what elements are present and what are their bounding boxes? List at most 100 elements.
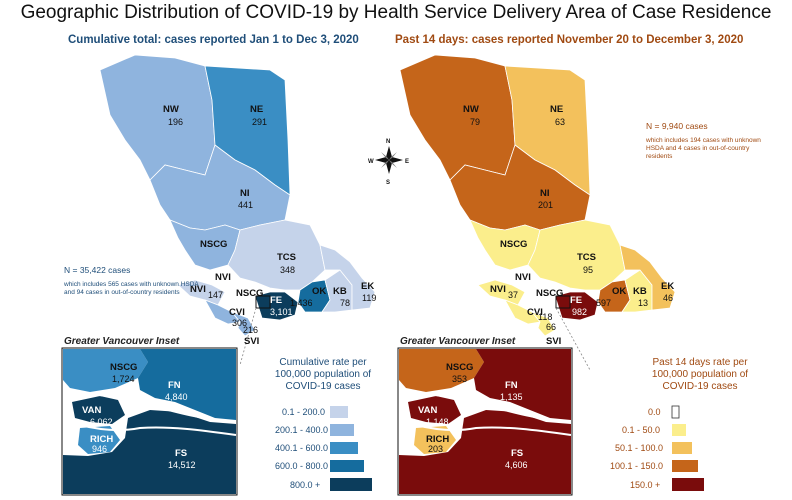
- left-legend-swatch-2: [330, 424, 354, 436]
- left-inset-nscg[interactable]: [63, 349, 148, 392]
- compass-rose: [375, 146, 403, 174]
- page-title: Geographic Distribution of COVID-19 by H…: [20, 2, 772, 23]
- left-value-nvi: 147: [208, 290, 223, 300]
- right-label-svi: SVI: [546, 336, 561, 347]
- right-inset-label-fn: FN: [505, 380, 518, 391]
- right-inset-van[interactable]: [408, 396, 461, 424]
- right-inset-river: [415, 424, 572, 436]
- right-inset-rich[interactable]: [414, 426, 456, 454]
- right-label-ek: EK: [661, 281, 674, 292]
- left-label-ok: OK: [312, 286, 326, 297]
- right-inset-value-fs: 4,606: [505, 460, 528, 470]
- right-label-nvi-top: NVI: [515, 272, 531, 283]
- left-value-cvi: 306: [232, 318, 247, 328]
- left-inset-locator: [255, 295, 271, 309]
- left-inset-fs[interactable]: [63, 410, 236, 494]
- left-region-nw[interactable]: [99, 54, 216, 181]
- right-region-svi[interactable]: [530, 311, 556, 337]
- right-legend-title: Past 14 days rate per 100,000 population…: [651, 357, 749, 392]
- right-label-tcs: TCS: [577, 252, 596, 263]
- left-inset-value-nscg: 1,724: [112, 374, 135, 384]
- left-inset-value-rich: 946: [92, 444, 107, 454]
- right-inset-value-fn: 1,135: [500, 392, 523, 402]
- left-region-ek[interactable]: [319, 244, 376, 311]
- right-value-fe: 982: [572, 307, 587, 317]
- right-legend: [671, 405, 704, 491]
- right-legend-label-3: 50.1 - 100.0: [615, 443, 663, 453]
- left-legend-swatch-4: [330, 460, 364, 472]
- right-region-ek[interactable]: [619, 244, 676, 311]
- right-inset-value-van: 1,148: [426, 417, 449, 427]
- left-inset-van[interactable]: [72, 396, 125, 424]
- left-province-map: [99, 54, 376, 366]
- left-total: N = 35,422 cases: [64, 265, 131, 275]
- right-label-ok: OK: [612, 286, 626, 297]
- right-legend-swatch-2: [672, 424, 686, 436]
- left-label-svi: SVI: [244, 336, 259, 347]
- left-region-nvi[interactable]: [177, 279, 226, 306]
- right-value-nvi: 37: [508, 290, 518, 300]
- left-inset-fn[interactable]: [138, 349, 236, 420]
- right-inset-fs[interactable]: [399, 410, 571, 494]
- left-total-note: N = 35,422 cases which includes 565 case…: [64, 265, 204, 297]
- left-value-svi: 216: [243, 325, 258, 335]
- left-value-tcs: 348: [280, 265, 295, 275]
- right-region-nvi[interactable]: [477, 279, 526, 306]
- left-legend-label-2: 200.1 - 400.0: [275, 425, 328, 435]
- left-value-ok: 1,436: [290, 298, 313, 308]
- right-inset-title: Greater Vancouver Inset: [400, 336, 516, 347]
- left-label-cvi: CVI: [229, 307, 245, 318]
- right-inset-label-rich: RICH: [426, 434, 449, 445]
- compass-w: W: [368, 159, 374, 165]
- right-value-tcs: 95: [583, 265, 593, 275]
- right-region-nw[interactable]: [399, 54, 516, 181]
- right-region-fe[interactable]: [554, 291, 599, 321]
- right-inset-value-rich: 203: [428, 444, 443, 454]
- left-inset-label-rich: RICH: [90, 434, 113, 445]
- left-label-nscg-south: NSCG: [236, 288, 263, 299]
- right-legend-label-2: 0.1 - 50.0: [622, 425, 660, 435]
- right-total: N = 9,940 cases: [646, 121, 708, 131]
- left-inset-value-fs: 14,512: [168, 460, 196, 470]
- left-inset-leader: [239, 307, 257, 366]
- left-value-kb: 78: [340, 298, 350, 308]
- left-subtitle: Cumulative total: cases reported Jan 1 t…: [68, 34, 359, 46]
- right-value-cvi: 118: [538, 312, 552, 322]
- right-legend-label-5: 150.0 +: [630, 480, 660, 490]
- right-inset-water: [398, 391, 572, 423]
- left-inset-label-nscg: NSCG: [110, 362, 137, 373]
- left-value-ek: 119: [362, 293, 376, 303]
- compass-e: E: [405, 159, 409, 165]
- right-total-note: N = 9,940 cases which includes 194 cases…: [646, 121, 776, 161]
- right-legend-label-4: 100.1 - 150.0: [610, 461, 663, 471]
- compass-n: N: [386, 139, 390, 145]
- left-region-svi[interactable]: [230, 311, 256, 337]
- left-inset-rich[interactable]: [78, 426, 120, 454]
- left-vancouver-inset: [61, 347, 238, 496]
- right-legend-swatch-5: [672, 478, 704, 491]
- left-inset-label-fs: FS: [175, 448, 187, 459]
- left-label-nvi-top: NVI: [215, 272, 231, 283]
- left-inset-water: [62, 391, 237, 423]
- right-inset-fn[interactable]: [474, 349, 571, 420]
- left-inset-title: Greater Vancouver Inset: [64, 336, 180, 347]
- left-label-nw: NW: [163, 104, 179, 115]
- left-label-ni: NI: [240, 188, 250, 199]
- right-value-ne: 63: [555, 117, 565, 127]
- left-inset-label-van: VAN: [82, 405, 101, 416]
- left-region-fe[interactable]: [254, 291, 299, 321]
- left-inset-label-fn: FN: [168, 380, 181, 391]
- right-value-kb: 13: [638, 298, 648, 308]
- right-inset-nscg[interactable]: [399, 349, 484, 392]
- left-legend-label-5: 800.0 +: [290, 480, 320, 490]
- left-inset-value-fn: 4,840: [165, 392, 188, 402]
- right-label-ne: NE: [550, 104, 563, 115]
- right-label-cvi: CVI: [527, 307, 543, 318]
- right-inset-label-nscg: NSCG: [446, 362, 473, 373]
- left-value-ni: 441: [238, 200, 253, 210]
- left-label-kb: KB: [333, 286, 347, 297]
- left-note-detail: which includes 565 cases with unknown HS…: [64, 281, 199, 296]
- right-legend-swatch-3: [672, 442, 692, 454]
- left-legend-label-1: 0.1 - 200.0: [282, 407, 325, 417]
